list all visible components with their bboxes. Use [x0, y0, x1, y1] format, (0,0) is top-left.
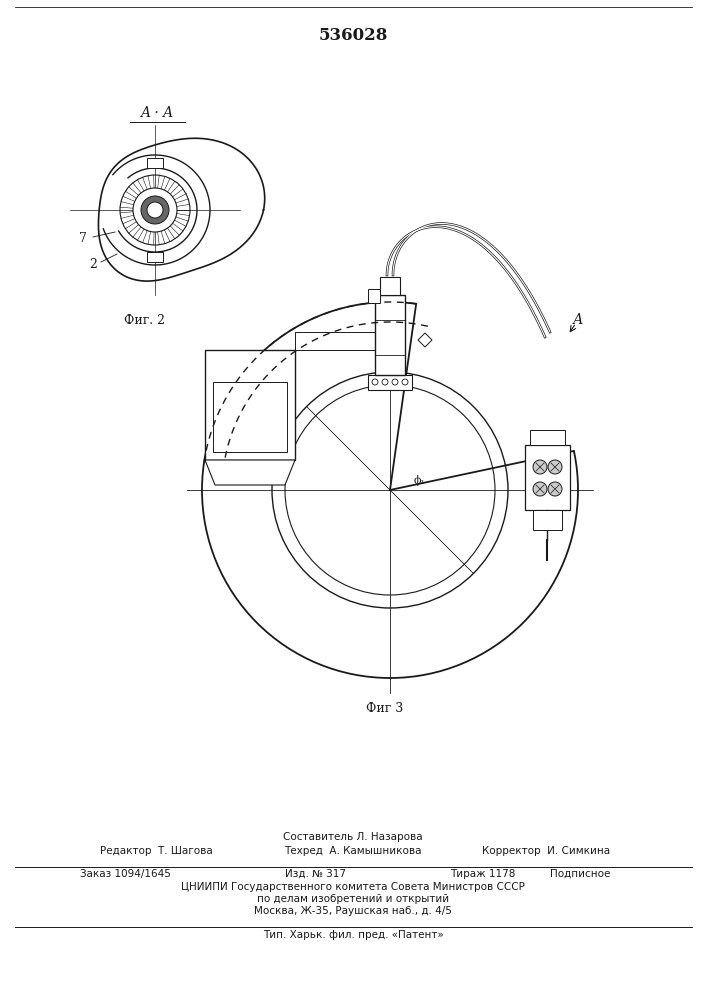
Bar [375, 295, 405, 375]
Text: A · A: A · A [141, 106, 173, 120]
Text: ЦНИИПИ Государственного комитета Совета Министров СССР: ЦНИИПИ Государственного комитета Совета … [181, 882, 525, 892]
Circle shape [533, 482, 547, 496]
Bar [525, 445, 570, 510]
Wedge shape [390, 299, 579, 490]
Text: Подписное: Подписное [549, 869, 610, 879]
Circle shape [533, 460, 547, 474]
Text: Тираж 1178: Тираж 1178 [450, 869, 515, 879]
Text: Составитель Л. Назарова: Составитель Л. Назарова [284, 832, 423, 842]
Polygon shape [418, 333, 432, 347]
Bar [368, 289, 380, 303]
Text: Редактор  Т. Шагова: Редактор Т. Шагова [100, 846, 213, 856]
Text: 2: 2 [89, 258, 97, 271]
Text: по делам изобретений и открытий: по делам изобретений и открытий [257, 894, 449, 904]
Circle shape [548, 460, 562, 474]
Text: Тип. Харьк. фил. пред. «Патент»: Тип. Харьк. фил. пред. «Патент» [262, 930, 443, 940]
Text: Техред  А. Камышникова: Техред А. Камышникова [284, 846, 422, 856]
Bar [205, 350, 295, 460]
Text: Корректор  И. Симкина: Корректор И. Симкина [482, 846, 610, 856]
Bar [380, 277, 400, 295]
Circle shape [548, 482, 562, 496]
Bar [533, 510, 562, 530]
Bar [530, 430, 565, 445]
Text: 536028: 536028 [318, 26, 387, 43]
Bar [213, 382, 287, 452]
Text: ϕ₁: ϕ₁ [414, 475, 426, 486]
Polygon shape [205, 460, 295, 485]
Polygon shape [98, 138, 264, 281]
Text: Изд. № 317: Изд. № 317 [285, 869, 346, 879]
Circle shape [133, 188, 177, 232]
Text: А: А [573, 313, 583, 327]
Circle shape [202, 302, 578, 678]
Text: А: А [223, 440, 231, 450]
Text: Фиг. 2: Фиг. 2 [124, 314, 165, 326]
Bar [368, 375, 412, 390]
Bar [147, 252, 163, 262]
Text: Фиг 3: Фиг 3 [366, 702, 404, 714]
Circle shape [147, 202, 163, 218]
Text: 7: 7 [79, 232, 87, 244]
Circle shape [141, 196, 169, 224]
Text: Москва, Ж-35, Раушская наб., д. 4/5: Москва, Ж-35, Раушская наб., д. 4/5 [254, 906, 452, 916]
Bar [295, 332, 380, 350]
Bar [147, 158, 163, 168]
Text: Заказ 1094/1645: Заказ 1094/1645 [80, 869, 171, 879]
